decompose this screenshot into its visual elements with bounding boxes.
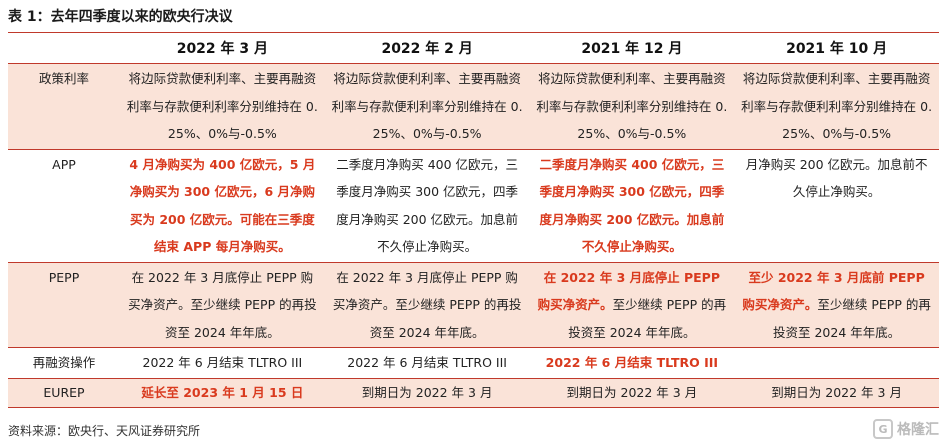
table-cell: 2022 年 6 月结束 TLTRO III	[120, 347, 325, 379]
table-cell: 2022 年 6 月结束 TLTRO III	[529, 347, 735, 379]
cell-text-highlight: 至少 2022 年 3 月底前 PEPP 购买净资产。	[742, 269, 925, 313]
watermark-text: 格隆汇	[897, 422, 939, 438]
table-cell: 将边际贷款便利利率、主要再融资利率与存款便利利率分别维持在 0.25%、0%与-…	[120, 63, 325, 150]
table-title: 表 1：去年四季度以来的欧央行决议	[8, 9, 233, 25]
table-cell: 延长至 2023 年 1 月 15 日	[120, 378, 325, 408]
cell-text: 到期日为 2022 年 3 月	[771, 384, 902, 400]
table-row-refinancing: 再融资操作 2022 年 6 月结束 TLTRO III 2022 年 6 月结…	[8, 347, 939, 379]
table-cell: 2022 年 6 月结束 TLTRO III	[324, 347, 530, 379]
cell-text-highlight: 4 月净购买为 400 亿欧元，5 月净购买为 300 亿欧元，6 月净购买为 …	[129, 156, 316, 255]
table-cell: 至少 2022 年 3 月底前 PEPP 购买净资产。至少继续 PEPP 的再投…	[734, 262, 939, 348]
cell-text: 将边际贷款便利利率、主要再融资利率与存款便利利率分别维持在 0.25%、0%与-…	[126, 71, 318, 141]
row-label: 再融资操作	[8, 347, 120, 379]
gelonghui-logo-icon: G	[873, 419, 893, 439]
cell-text: 将边际贷款便利利率、主要再融资利率与存款便利利率分别维持在 0.25%、0%与-…	[331, 71, 523, 141]
header-cell-2021-10: 2021 年 10 月	[734, 33, 939, 64]
table-cell: 将边际贷款便利利率、主要再融资利率与存款便利利率分别维持在 0.25%、0%与-…	[529, 63, 735, 150]
cell-text: 将边际贷款便利利率、主要再融资利率与存款便利利率分别维持在 0.25%、0%与-…	[741, 71, 933, 141]
table-cell: 到期日为 2022 年 3 月	[734, 378, 939, 408]
cell-text: 二季度月净购买 400 亿欧元，三季度月净购买 300 亿欧元，四季度月净购买 …	[336, 156, 519, 255]
header-cell-2022-03: 2022 年 3 月	[120, 33, 325, 64]
table-cell: 二季度月净购买 400 亿欧元，三季度月净购买 300 亿欧元，四季度月净购买 …	[324, 149, 530, 263]
cell-text: 2022 年 6 月结束 TLTRO III	[347, 355, 507, 370]
cell-text-highlight: 在 2022 年 3 月底停止 PEPP 购买净资产。	[537, 269, 721, 313]
cell-text: 2022 年 6 月结束 TLTRO III	[142, 355, 303, 370]
table-cell: 在 2022 年 3 月底停止 PEPP 购买净资产。至少继续 PEPP 的再投…	[120, 262, 325, 348]
table-row-eurep: EUREP 延长至 2023 年 1 月 15 日 到期日为 2022 年 3 …	[8, 378, 939, 408]
table-cell: 到期日为 2022 年 3 月	[529, 378, 735, 408]
table-cell: 将边际贷款便利利率、主要再融资利率与存款便利利率分别维持在 0.25%、0%与-…	[324, 63, 530, 150]
watermark: G 格隆汇	[873, 419, 939, 439]
table-cell: 在 2022 年 3 月底停止 PEPP 购买净资产。至少继续 PEPP 的再投…	[529, 262, 735, 348]
cell-text: 至少继续 PEPP 的再投资至 2024 年年底。	[772, 297, 931, 340]
row-label: 政策利率	[8, 63, 120, 150]
table-row-policy-rate: 政策利率 将边际贷款便利利率、主要再融资利率与存款便利利率分别维持在 0.25%…	[8, 63, 939, 150]
cell-text: 将边际贷款便利利率、主要再融资利率与存款便利利率分别维持在 0.25%、0%与-…	[536, 71, 728, 141]
cell-text: 在 2022 年 3 月底停止 PEPP 购买净资产。至少继续 PEPP 的再投…	[332, 269, 522, 340]
cell-text-highlight: 2022 年 6 月结束 TLTRO III	[545, 355, 719, 370]
header-cell-2022-02: 2022 年 2 月	[324, 33, 530, 64]
table-cell: 在 2022 年 3 月底停止 PEPP 购买净资产。至少继续 PEPP 的再投…	[324, 262, 530, 348]
row-label: EUREP	[8, 378, 120, 408]
ecb-decisions-table: 2022 年 3 月 2022 年 2 月 2021 年 12 月 2021 年…	[8, 33, 939, 408]
table-row-app: APP 4 月净购买为 400 亿欧元，5 月净购买为 300 亿欧元，6 月净…	[8, 149, 939, 263]
cell-text: 到期日为 2022 年 3 月	[361, 384, 493, 400]
cell-text-highlight: 延长至 2023 年 1 月 15 日	[141, 384, 304, 400]
table-cell: 将边际贷款便利利率、主要再融资利率与存款便利利率分别维持在 0.25%、0%与-…	[734, 63, 939, 150]
table-cell: 到期日为 2022 年 3 月	[324, 378, 530, 408]
cell-text: 月净购买 200 亿欧元。加息前不久停止净购买。	[745, 156, 928, 200]
cell-text: 到期日为 2022 年 3 月	[566, 384, 698, 400]
top-rule	[8, 32, 939, 33]
table-cell: 月净购买 200 亿欧元。加息前不久停止净购买。	[734, 149, 939, 263]
cell-text: 在 2022 年 3 月底停止 PEPP 购买净资产。至少继续 PEPP 的再投…	[128, 269, 317, 340]
source-note: 资料来源：欧央行、天风证券研究所	[8, 424, 201, 438]
row-label: APP	[8, 149, 120, 263]
row-label: PEPP	[8, 262, 120, 348]
cell-text: 至少继续 PEPP 的再投资至 2024 年年底。	[568, 297, 727, 340]
header-cell-2021-12: 2021 年 12 月	[529, 33, 735, 64]
header-row: 2022 年 3 月 2022 年 2 月 2021 年 12 月 2021 年…	[8, 33, 939, 64]
table-cell	[734, 347, 939, 379]
cell-text-highlight: 二季度月净购买 400 亿欧元，三季度月净购买 300 亿欧元，四季度月净购买 …	[539, 156, 725, 255]
header-cell-blank	[8, 33, 120, 64]
table-cell: 4 月净购买为 400 亿欧元，5 月净购买为 300 亿欧元，6 月净购买为 …	[120, 149, 325, 263]
table-cell: 二季度月净购买 400 亿欧元，三季度月净购买 300 亿欧元，四季度月净购买 …	[529, 149, 735, 263]
table-row-pepp: PEPP 在 2022 年 3 月底停止 PEPP 购买净资产。至少继续 PEP…	[8, 262, 939, 348]
